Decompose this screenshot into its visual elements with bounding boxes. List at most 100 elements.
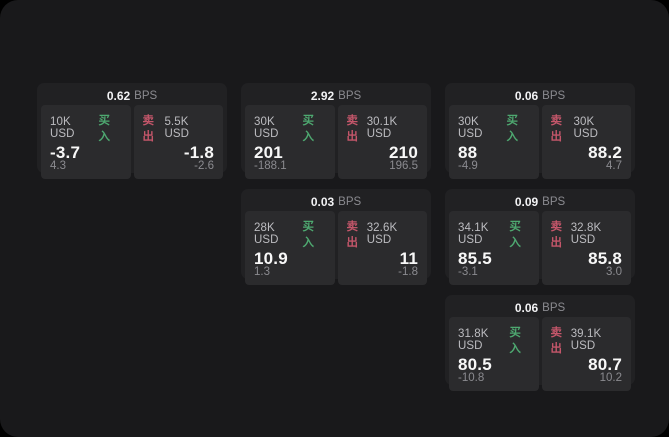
- card-header: 0.62 BPS: [41, 86, 223, 105]
- bps-unit-label: BPS: [338, 195, 362, 208]
- buy-price: 80.5: [458, 355, 492, 374]
- buy-side-label: 买入: [509, 221, 521, 249]
- quote-card: 0.06 BPS 31.8K USD 买入 80.5 -10.8 卖出 39.1…: [445, 295, 635, 391]
- buy-amount: 31.8K USD: [458, 328, 489, 352]
- buy-side-label: 买入: [98, 115, 111, 143]
- sell-price: 85.8: [588, 249, 622, 268]
- buy-amount: 30K USD: [254, 116, 279, 140]
- quote-panels: 30K USD 买入 88 -4.9 卖出 30K USD 88.2 4.7: [449, 105, 631, 179]
- bps-value: 0.03: [310, 194, 335, 209]
- buy-price: 88: [458, 143, 478, 162]
- sell-sub-value: -1.8: [398, 266, 418, 278]
- quote-panels: 31.8K USD 买入 80.5 -10.8 卖出 39.1K USD 80.…: [449, 317, 631, 391]
- buy-side-label: 买入: [302, 221, 315, 249]
- bps-unit-label: BPS: [542, 301, 566, 314]
- sell-amount: 32.6K USD: [366, 222, 398, 246]
- bps-unit-label: BPS: [134, 89, 158, 102]
- sell-sub-value: 196.5: [389, 160, 418, 172]
- quote-card: 0.06 BPS 30K USD 买入 88 -4.9 卖出 30K USD 8…: [445, 83, 635, 179]
- buy-panel[interactable]: 34.1K USD 买入 85.5 -3.1: [449, 211, 539, 285]
- card-header: 0.06 BPS: [449, 86, 631, 105]
- sell-amount: 30K USD: [573, 116, 599, 140]
- sell-price: 80.7: [588, 355, 622, 374]
- quote-card: 0.09 BPS 34.1K USD 买入 85.5 -3.1 卖出 32.8K…: [445, 189, 635, 285]
- sell-amount: 5.5K USD: [164, 116, 190, 140]
- buy-sub-value: 1.3: [254, 266, 270, 278]
- buy-price: 201: [254, 143, 283, 162]
- sell-price: 210: [389, 143, 418, 162]
- buy-panel-header: 10K USD 买入: [50, 112, 122, 144]
- buy-side-label: 买入: [302, 115, 315, 143]
- buy-panel-header: 28K USD 买入: [254, 218, 326, 250]
- buy-price: -3.7: [50, 143, 81, 162]
- sell-panel-header: 卖出 32.8K USD: [551, 218, 623, 250]
- sell-side-label: 卖出: [142, 115, 155, 143]
- buy-panel-header: 31.8K USD 买入: [458, 324, 530, 356]
- buy-panel[interactable]: 31.8K USD 买入 80.5 -10.8: [449, 317, 539, 391]
- quote-card: 0.03 BPS 28K USD 买入 10.9 1.3 卖出 32.6K US…: [241, 189, 431, 285]
- bps-value: 0.06: [514, 300, 539, 315]
- buy-price: 85.5: [458, 249, 492, 268]
- sell-panel-header: 卖出 39.1K USD: [551, 324, 623, 356]
- card-header: 2.92 BPS: [245, 86, 427, 105]
- sell-panel-header: 卖出 32.6K USD: [347, 218, 419, 250]
- quote-card: 2.92 BPS 30K USD 买入 201 -188.1 卖出 30.1K …: [241, 83, 431, 179]
- quote-panels: 30K USD 买入 201 -188.1 卖出 30.1K USD 210 1…: [245, 105, 427, 179]
- sell-panel[interactable]: 卖出 32.8K USD 85.8 3.0: [541, 211, 631, 285]
- sell-panel[interactable]: 卖出 5.5K USD -1.8 -2.6: [133, 105, 223, 179]
- sell-sub-value: 10.2: [599, 372, 622, 384]
- sell-amount: 39.1K USD: [570, 328, 602, 352]
- sell-price: -1.8: [183, 143, 214, 162]
- sell-amount: 32.8K USD: [570, 222, 602, 246]
- sell-panel[interactable]: 卖出 39.1K USD 80.7 10.2: [541, 317, 631, 391]
- buy-amount: 28K USD: [254, 222, 279, 246]
- bps-value: 0.09: [514, 194, 539, 209]
- sell-panel[interactable]: 卖出 32.6K USD 11 -1.8: [337, 211, 427, 285]
- buy-panel[interactable]: 28K USD 买入 10.9 1.3: [245, 211, 335, 285]
- buy-amount: 10K USD: [50, 116, 75, 140]
- sell-side-label: 卖出: [550, 327, 563, 355]
- quote-panels: 28K USD 买入 10.9 1.3 卖出 32.6K USD 11 -1.8: [245, 211, 427, 285]
- sell-side-label: 卖出: [346, 221, 359, 249]
- quote-panels: 10K USD 买入 -3.7 4.3 卖出 5.5K USD -1.8 -2.…: [41, 105, 223, 179]
- quote-panels: 34.1K USD 买入 85.5 -3.1 卖出 32.8K USD 85.8…: [449, 211, 631, 285]
- sell-panel[interactable]: 卖出 30K USD 88.2 4.7: [541, 105, 631, 179]
- buy-panel[interactable]: 10K USD 买入 -3.7 4.3: [41, 105, 131, 179]
- sell-panel-header: 卖出 5.5K USD: [143, 112, 215, 144]
- sell-side-label: 卖出: [550, 115, 563, 143]
- sell-panel-header: 卖出 30K USD: [551, 112, 623, 144]
- bps-value: 2.92: [310, 88, 335, 103]
- buy-panel[interactable]: 30K USD 买入 88 -4.9: [449, 105, 539, 179]
- sell-amount: 30.1K USD: [366, 116, 398, 140]
- sell-panel[interactable]: 卖出 30.1K USD 210 196.5: [337, 105, 427, 179]
- sell-sub-value: 4.7: [606, 160, 622, 172]
- buy-sub-value: -3.1: [458, 266, 478, 278]
- card-header: 0.03 BPS: [245, 192, 427, 211]
- buy-panel-header: 34.1K USD 买入: [458, 218, 530, 250]
- card-header: 0.09 BPS: [449, 192, 631, 211]
- buy-panel-header: 30K USD 买入: [254, 112, 326, 144]
- buy-sub-value: -188.1: [254, 160, 287, 172]
- sell-price: 11: [399, 249, 418, 268]
- bps-unit-label: BPS: [542, 195, 566, 208]
- sell-side-label: 卖出: [346, 115, 359, 143]
- buy-sub-value: -4.9: [458, 160, 478, 172]
- sell-sub-value: -2.6: [194, 160, 214, 172]
- bps-unit-label: BPS: [338, 89, 362, 102]
- buy-panel-header: 30K USD 买入: [458, 112, 530, 144]
- quote-card-grid: 0.62 BPS 10K USD 买入 -3.7 4.3 卖出 5.5K USD…: [37, 83, 635, 391]
- sell-side-label: 卖出: [550, 221, 563, 249]
- buy-amount: 34.1K USD: [458, 222, 489, 246]
- sell-price: 88.2: [588, 143, 622, 162]
- buy-sub-value: 4.3: [50, 160, 66, 172]
- card-header: 0.06 BPS: [449, 298, 631, 317]
- bps-value: 0.62: [106, 88, 131, 103]
- buy-sub-value: -10.8: [458, 372, 485, 384]
- buy-price: 10.9: [254, 249, 288, 268]
- buy-amount: 30K USD: [458, 116, 483, 140]
- sell-panel-header: 卖出 30.1K USD: [347, 112, 419, 144]
- buy-panel[interactable]: 30K USD 买入 201 -188.1: [245, 105, 335, 179]
- sell-sub-value: 3.0: [606, 266, 622, 278]
- bps-unit-label: BPS: [542, 89, 566, 102]
